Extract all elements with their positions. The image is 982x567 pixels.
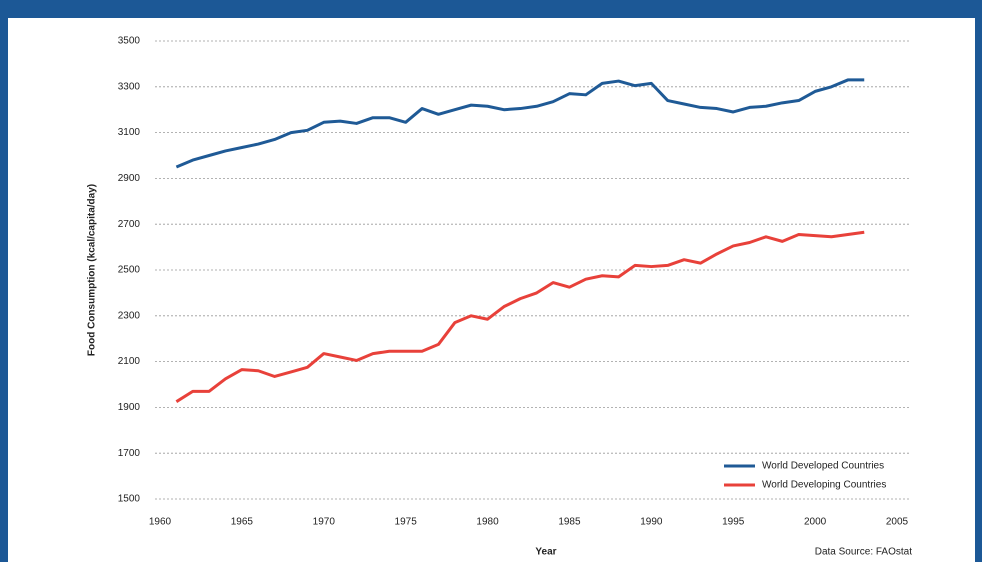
y-tick-label: 1700 <box>118 448 141 459</box>
x-axis-label: Year <box>535 547 556 558</box>
x-tick-label: 2005 <box>886 517 909 528</box>
y-tick-label: 2500 <box>118 265 141 276</box>
y-tick-label: 2100 <box>118 356 141 367</box>
source-note: Data Source: FAOstat <box>815 547 912 558</box>
legend-label: World Developing Countries <box>762 480 886 491</box>
y-tick-label: 2900 <box>118 173 141 184</box>
left-border <box>0 0 8 562</box>
x-tick-label: 1995 <box>722 517 745 528</box>
x-tick-label: 1980 <box>476 517 499 528</box>
x-tick-label: 1970 <box>313 517 336 528</box>
x-tick-label: 1990 <box>640 517 663 528</box>
right-border <box>975 0 982 562</box>
data-line <box>175 230 865 403</box>
y-tick-label: 3300 <box>118 81 141 92</box>
y-tick-label: 2700 <box>118 219 141 230</box>
x-tick-label: 1965 <box>231 517 254 528</box>
y-tick-label: 1900 <box>118 402 141 413</box>
y-tick-label: 2300 <box>118 310 141 321</box>
x-tick-label: 1960 <box>149 517 172 528</box>
y-axis-label: Food Consumption (kcal/capita/day) <box>87 184 98 356</box>
header-bar <box>0 0 982 18</box>
legend-label: World Developed Countries <box>762 461 884 472</box>
x-tick-label: 2000 <box>804 517 827 528</box>
data-line <box>175 78 865 169</box>
y-tick-label: 1500 <box>118 494 141 505</box>
y-tick-label: 3100 <box>118 127 141 138</box>
x-tick-label: 1975 <box>395 517 418 528</box>
x-tick-label: 1985 <box>558 517 581 528</box>
y-tick-label: 3500 <box>118 36 141 47</box>
